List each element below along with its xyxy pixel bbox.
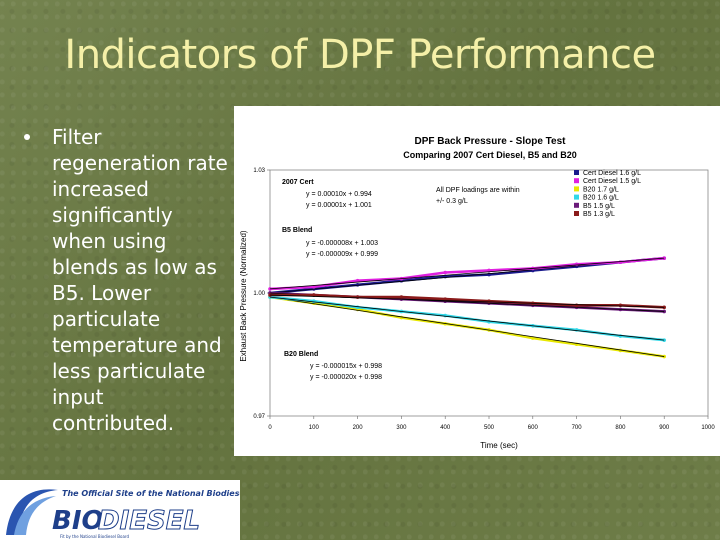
y-tick-label: 1.00	[253, 291, 265, 297]
data-point	[399, 295, 404, 299]
bullet-text: Filter regeneration rate increased signi…	[52, 125, 228, 435]
logo-tagline: The Official Site of the National Biodie…	[62, 489, 240, 498]
biodiesel-logo[interactable]: The Official Site of the National Biodie…	[0, 480, 240, 540]
annotation-note2: +/- 0.3 g/L	[436, 198, 468, 205]
logo-brand-bio: BIO	[52, 506, 104, 536]
slide-title: Indicators of DPF Performance	[64, 32, 656, 78]
y-axis-label: Exhaust Back Pressure (Normalized)	[239, 230, 248, 361]
logo-swoosh-icon	[6, 489, 58, 535]
x-tick-label: 1000	[701, 425, 715, 431]
x-tick-label: 900	[659, 425, 670, 431]
bullet-dot-icon	[24, 134, 30, 140]
legend-label: B20 1.6 g/L	[583, 195, 619, 202]
annotation-b20-label: B20 Blend	[284, 351, 318, 358]
legend-swatch	[574, 170, 579, 175]
x-tick-label: 100	[309, 425, 320, 431]
data-point	[618, 303, 623, 308]
annotation-cert-eq1: y = 0.00010x + 0.994	[306, 191, 372, 198]
y-tick-label: 1.03	[253, 168, 265, 174]
annotation-b5-label: B5 Blend	[282, 227, 312, 234]
trendline-3	[269, 296, 665, 341]
data-point	[312, 299, 316, 303]
data-point	[662, 309, 666, 314]
chart-svg: DPF Back Pressure - Slope Test Comparing…	[239, 136, 715, 450]
logo-brand-diesel: DIESEL	[97, 506, 201, 537]
logo-subline: Fit by the National Biodiesel Board	[60, 534, 130, 539]
legend-swatch	[574, 202, 579, 208]
annotation-cert-eq2: y = 0.00001x + 1.001	[306, 202, 372, 209]
legend-swatch	[574, 186, 579, 192]
legend-swatch	[574, 178, 579, 184]
legend-label: B20 1.7 g/L	[583, 186, 619, 193]
annotation-b20-eq2: y = -0.000020x + 0.998	[310, 374, 382, 381]
data-point	[487, 319, 491, 324]
data-point	[443, 313, 447, 318]
annotation-b5-eq1: y = -0.000008x + 1.003	[306, 240, 378, 247]
legend-label: B5 1.5 g/L	[583, 203, 615, 210]
x-tick-label: 800	[615, 425, 626, 431]
data-point	[355, 295, 360, 299]
x-tick-label: 700	[572, 425, 583, 431]
data-point	[355, 305, 360, 310]
trendline-1	[269, 257, 665, 290]
x-tick-label: 300	[396, 425, 407, 431]
x-tick-label: 0	[268, 425, 272, 431]
data-point	[443, 270, 447, 275]
data-point	[618, 334, 623, 338]
data-point	[312, 293, 316, 297]
data-point	[268, 293, 272, 297]
legend-label: Cert Diesel 1.6 g/L	[583, 170, 641, 177]
x-axis-label: Time (sec)	[480, 441, 518, 450]
legend-label: B5 1.3 g/L	[583, 211, 615, 218]
chart-panel: DPF Back Pressure - Slope Test Comparing…	[234, 106, 720, 456]
trendline-5	[269, 294, 665, 308]
x-tick-label: 600	[528, 425, 539, 431]
annotation-cert-label: 2007 Cert	[282, 179, 314, 186]
data-point	[618, 260, 623, 265]
x-tick-label: 400	[440, 425, 451, 431]
trendline-2	[269, 296, 665, 357]
annotation-b5-eq2: y = -0.000009x + 0.999	[306, 251, 378, 258]
chart-title: DPF Back Pressure - Slope Test	[415, 136, 567, 147]
legend-swatch	[574, 211, 579, 216]
chart-subtitle: Comparing 2007 Cert Diesel, B5 and B20	[403, 150, 577, 160]
data-point	[487, 299, 491, 303]
y-tick-label: 0.97	[253, 414, 265, 420]
legend-label: Cert Diesel 1.5 g/L	[583, 178, 641, 185]
x-tick-label: 500	[484, 425, 495, 431]
data-point	[574, 262, 579, 267]
annotation-b20-eq1: y = -0.000015x + 0.998	[310, 363, 382, 370]
x-tick-label: 200	[353, 425, 364, 431]
legend-swatch	[574, 194, 579, 200]
annotation-note1: All DPF loadings are within	[436, 187, 520, 194]
data-point	[574, 303, 579, 308]
data-point	[574, 328, 579, 332]
data-point	[443, 297, 447, 301]
